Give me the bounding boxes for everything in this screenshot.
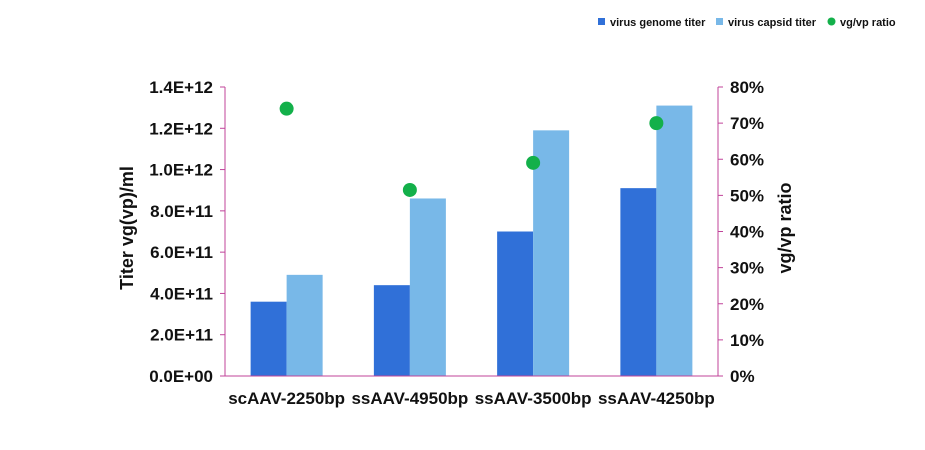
legend-label: virus genome titer: [610, 17, 706, 29]
y-tick-label: 6.0E+11: [150, 243, 213, 262]
bars: [250, 105, 693, 376]
legend-label: virus capsid titer: [728, 17, 817, 29]
legend-swatch: [716, 18, 723, 25]
y-tick-label: 1.4E+12: [149, 78, 213, 97]
ratio-point: [279, 101, 294, 116]
axes: [224, 87, 719, 377]
y2-tick-label: 10%: [730, 331, 764, 350]
y2-tick-label: 60%: [730, 150, 764, 169]
y-axis-title: Titer vg(vp)/ml: [117, 166, 137, 290]
genome-titer-bar: [373, 285, 410, 376]
legend-label: vg/vp ratio: [840, 17, 896, 29]
category-label: ssAAV-3500bp: [475, 389, 592, 408]
y2-tick-label: 50%: [730, 186, 764, 205]
y-tick-label: 0.0E+00: [149, 367, 213, 386]
capsid-titer-bar: [286, 274, 323, 376]
genome-titer-bar: [250, 301, 287, 376]
y2-tick-label: 20%: [730, 295, 764, 314]
y2-tick-label: 80%: [730, 78, 764, 97]
y2-axis-title: vg/vp ratio: [775, 182, 795, 273]
y2-tick-label: 40%: [730, 223, 764, 242]
ratio-point: [402, 182, 417, 197]
category-label: scAAV-2250bp: [228, 389, 345, 408]
genome-titer-bar: [497, 231, 534, 376]
legend: virus genome titer virus capsid titer vg/v…: [598, 17, 896, 29]
ratio-points: [279, 101, 664, 197]
y-tick-label: 8.0E+11: [150, 202, 213, 221]
right-axis-ticks: 0% 10% 20% 30% 40% 50% 60% 70% 80%: [718, 78, 764, 386]
category-labels: scAAV-2250bp ssAAV-4950bp ssAAV-3500bp ssAA…: [228, 389, 715, 408]
left-axis-ticks: 0.0E+00 2.0E+11 4.0E+11 6.0E+11 8.0E+11 1.0E+…: [149, 78, 225, 386]
y-tick-label: 1.0E+12: [149, 161, 213, 180]
capsid-titer-bar: [656, 105, 693, 376]
y-tick-label: 2.0E+11: [150, 326, 213, 345]
ratio-point: [649, 116, 664, 131]
y2-tick-label: 0%: [730, 367, 755, 386]
genome-titer-bar: [620, 188, 657, 376]
category-label: ssAAV-4250bp: [598, 389, 715, 408]
category-label: ssAAV-4950bp: [351, 389, 468, 408]
legend-swatch: [827, 17, 836, 26]
capsid-titer-bar: [409, 198, 446, 376]
y-tick-label: 1.2E+12: [149, 119, 213, 138]
y2-tick-label: 70%: [730, 114, 764, 133]
y-tick-label: 4.0E+11: [150, 284, 213, 303]
y2-tick-label: 30%: [730, 259, 764, 278]
ratio-point: [526, 155, 541, 170]
legend-swatch: [598, 18, 605, 25]
capsid-titer-bar: [533, 130, 570, 376]
